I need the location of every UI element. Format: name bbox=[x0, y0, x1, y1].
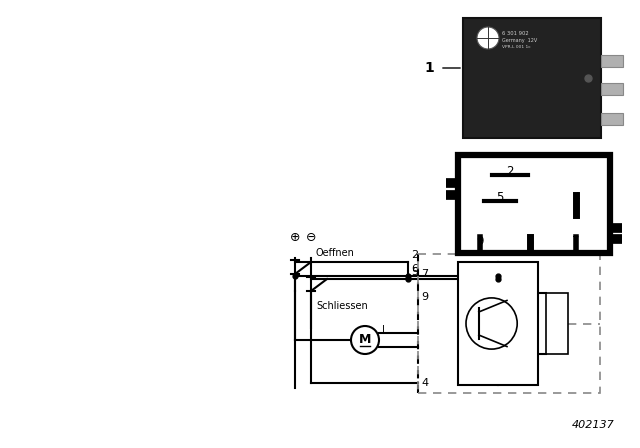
Text: 6: 6 bbox=[411, 264, 418, 274]
Bar bbox=[458, 155, 610, 253]
Text: 9: 9 bbox=[421, 292, 428, 302]
Text: 9: 9 bbox=[476, 235, 484, 248]
Text: ⊖: ⊖ bbox=[306, 231, 316, 244]
Circle shape bbox=[466, 298, 517, 349]
Bar bbox=[418, 254, 600, 393]
Text: 7: 7 bbox=[572, 235, 580, 248]
Circle shape bbox=[477, 27, 499, 49]
Text: 8: 8 bbox=[526, 235, 534, 248]
Text: 4: 4 bbox=[421, 378, 428, 388]
Text: ⊕: ⊕ bbox=[290, 231, 300, 244]
Text: Oeffnen: Oeffnen bbox=[316, 248, 355, 258]
Bar bbox=[546, 293, 568, 354]
Text: Schliessen: Schliessen bbox=[316, 301, 368, 311]
Bar bbox=[601, 83, 623, 95]
Text: 5: 5 bbox=[411, 267, 418, 277]
Text: L: L bbox=[382, 325, 387, 335]
Text: 1: 1 bbox=[424, 61, 434, 75]
Bar bbox=[601, 113, 623, 125]
FancyBboxPatch shape bbox=[463, 18, 601, 138]
Text: M: M bbox=[359, 332, 371, 345]
Text: VPR-L 001 1c: VPR-L 001 1c bbox=[502, 45, 531, 49]
Text: 2: 2 bbox=[411, 250, 418, 260]
Text: 2: 2 bbox=[506, 165, 514, 178]
Text: 7: 7 bbox=[421, 269, 428, 279]
Text: 4: 4 bbox=[572, 191, 580, 204]
Bar bbox=[601, 55, 623, 67]
Bar bbox=[458, 262, 538, 385]
Text: Germany  12V: Germany 12V bbox=[502, 38, 537, 43]
Text: 6 301 902: 6 301 902 bbox=[502, 30, 529, 35]
Text: 402137: 402137 bbox=[572, 420, 615, 430]
Circle shape bbox=[351, 326, 379, 354]
Text: 5: 5 bbox=[496, 191, 504, 204]
